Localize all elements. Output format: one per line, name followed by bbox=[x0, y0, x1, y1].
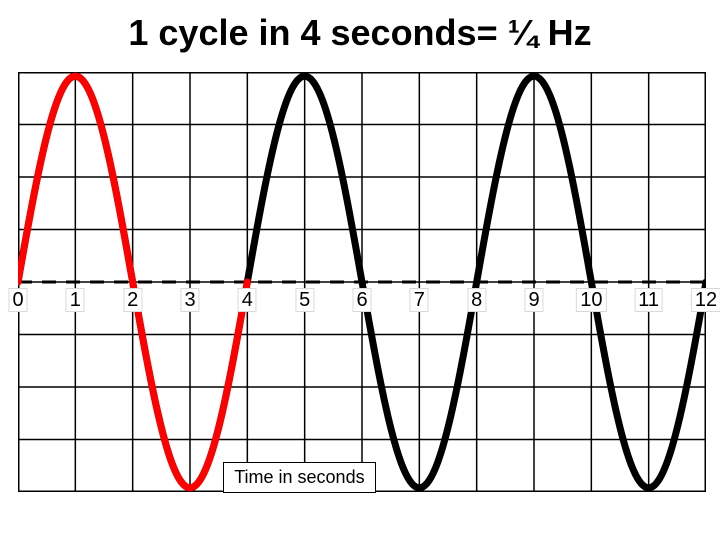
wave-chart: 0123456789101112 Time in seconds bbox=[18, 72, 706, 492]
x-tick-3: 3 bbox=[180, 288, 199, 312]
x-tick-9: 9 bbox=[524, 288, 543, 312]
x-tick-11: 11 bbox=[634, 288, 663, 312]
x-tick-12: 12 bbox=[691, 288, 720, 312]
x-tick-0: 0 bbox=[8, 288, 27, 312]
x-tick-10: 10 bbox=[576, 288, 606, 312]
x-tick-layer: 0123456789101112 bbox=[18, 72, 706, 492]
page-title: 1 cycle in 4 seconds= ¼ Hz bbox=[0, 12, 720, 54]
x-tick-1: 1 bbox=[66, 288, 85, 312]
x-tick-6: 6 bbox=[352, 288, 371, 312]
x-tick-8: 8 bbox=[467, 288, 486, 312]
x-tick-5: 5 bbox=[295, 288, 314, 312]
x-tick-4: 4 bbox=[238, 288, 257, 312]
x-axis-label: Time in seconds bbox=[223, 462, 375, 493]
x-tick-2: 2 bbox=[123, 288, 142, 312]
x-tick-7: 7 bbox=[410, 288, 429, 312]
